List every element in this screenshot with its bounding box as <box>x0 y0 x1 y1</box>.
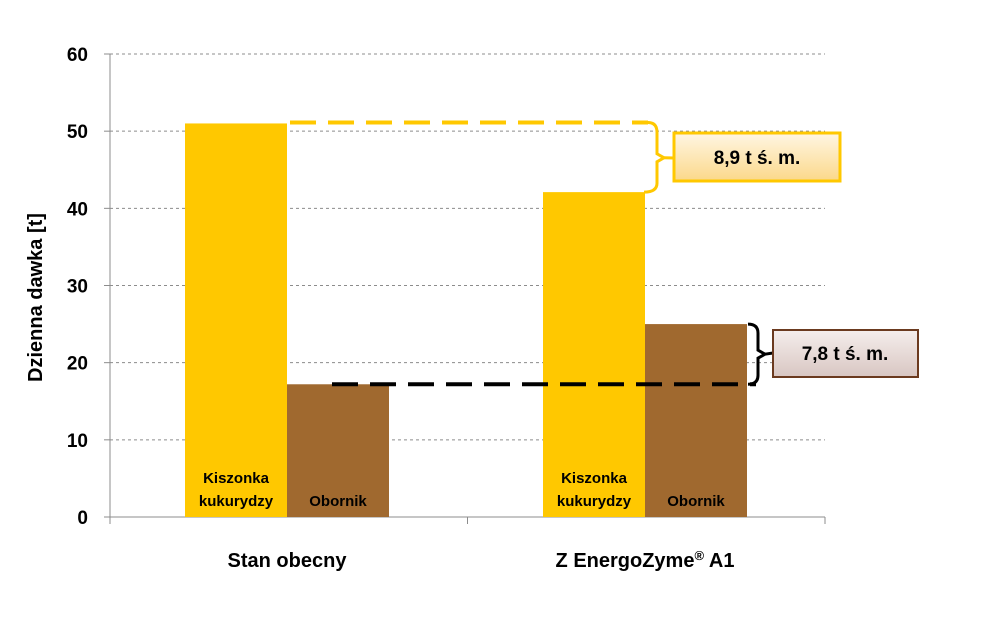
y-tick-label: 20 <box>67 354 88 375</box>
bars <box>185 123 747 517</box>
y-axis-title: Dzienna dawka [t] <box>25 213 47 382</box>
y-tick-label: 0 <box>77 508 88 529</box>
bar <box>287 384 389 517</box>
callout-label: 8,9 t ś. m. <box>714 148 801 169</box>
x-category-label: Stan obecny <box>228 550 348 572</box>
annotations: 8,9 t ś. m. 7,8 t ś. m. <box>290 120 919 387</box>
bar <box>645 324 747 517</box>
bar-label: Obornik <box>309 493 367 510</box>
bar-label: Kiszonka <box>561 470 628 487</box>
y-tick-label: 40 <box>67 199 88 220</box>
axes: 0 10 20 30 40 50 60 Dzienna dawka [t] <box>25 45 826 529</box>
callout-box <box>772 329 919 378</box>
y-tick-label: 60 <box>67 45 88 66</box>
bar-label: kukurydzy <box>199 493 274 510</box>
callout-box <box>672 131 842 183</box>
x-category-label: Z EnergoZyme® A1 <box>556 548 735 572</box>
callout-connector <box>764 351 774 356</box>
difference-bracket <box>747 322 769 386</box>
difference-bracket <box>643 120 668 194</box>
bar <box>185 123 287 517</box>
y-tick-label: 30 <box>67 277 88 298</box>
bar-label: Kiszonka <box>203 470 270 487</box>
bar <box>543 192 645 517</box>
bar-label: kukurydzy <box>557 493 632 510</box>
labels: Kiszonka kukurydzy Obornik Stan obecny Kiszo… <box>199 470 735 572</box>
bar-label: Obornik <box>667 493 725 510</box>
callout-label: 7,8 t ś. m. <box>802 344 889 365</box>
y-tick-label: 10 <box>67 431 88 452</box>
y-tick-label: 50 <box>67 122 88 143</box>
